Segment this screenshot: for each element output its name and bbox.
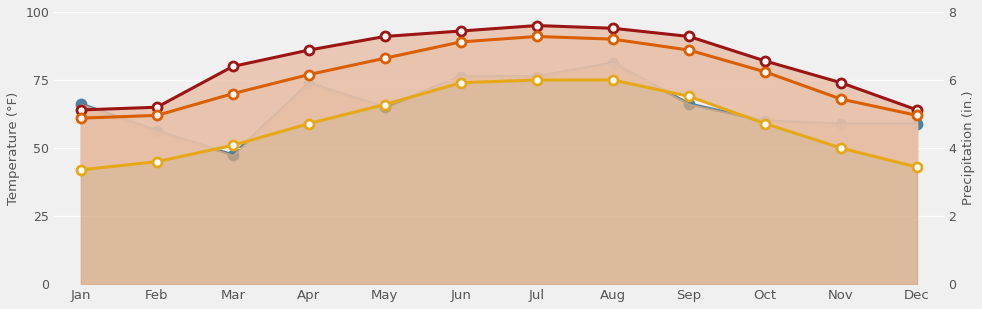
Y-axis label: Precipitation (in.): Precipitation (in.) xyxy=(962,91,975,205)
Y-axis label: Temperature (°F): Temperature (°F) xyxy=(7,91,20,205)
